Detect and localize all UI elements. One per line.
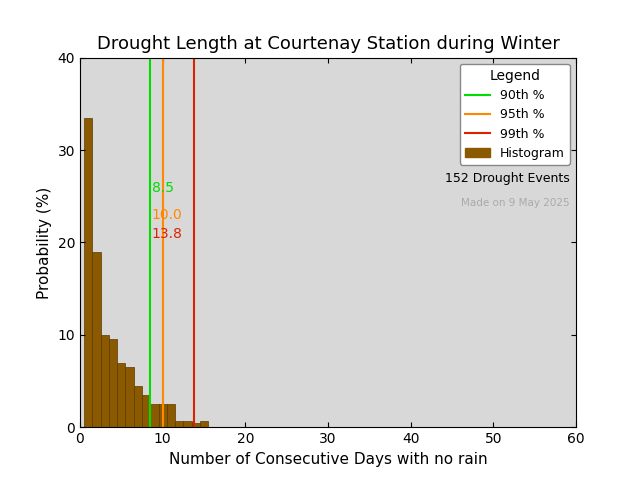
Bar (159, 404, 167, 427)
Y-axis label: Probability (%): Probability (%) (37, 186, 52, 299)
Bar (183, 421, 191, 427)
Legend: 90th %, 95th %, 99th %, Histogram: 90th %, 95th %, 99th %, Histogram (460, 64, 570, 165)
Bar (167, 404, 175, 427)
Bar (200, 421, 208, 427)
Bar (142, 395, 150, 427)
Bar (125, 367, 134, 427)
Bar (175, 421, 183, 427)
Bar (150, 404, 159, 427)
Text: 152 Drought Events: 152 Drought Events (445, 172, 570, 185)
Text: Made on 9 May 2025: Made on 9 May 2025 (461, 198, 570, 208)
Bar (100, 335, 109, 427)
Bar (84, 118, 92, 427)
Text: 8.5: 8.5 (152, 180, 174, 194)
Bar (191, 422, 200, 427)
Bar (109, 339, 117, 427)
X-axis label: Number of Consecutive Days with no rain: Number of Consecutive Days with no rain (169, 452, 487, 467)
Bar (117, 362, 125, 427)
Text: 13.8: 13.8 (152, 227, 183, 241)
Text: 10.0: 10.0 (152, 208, 182, 222)
Bar (92, 252, 100, 427)
Bar (134, 385, 142, 427)
Title: Drought Length at Courtenay Station during Winter: Drought Length at Courtenay Station duri… (97, 35, 559, 53)
